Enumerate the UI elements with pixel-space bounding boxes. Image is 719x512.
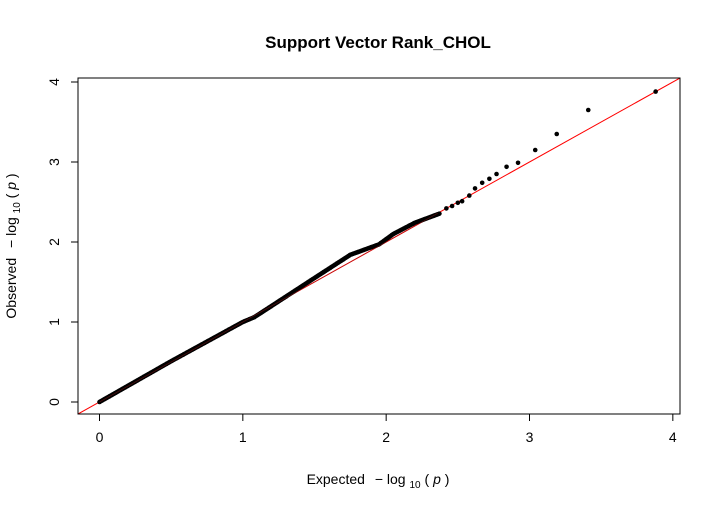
x-axis-label-prefix: Expected (307, 471, 365, 487)
data-point (554, 132, 559, 137)
data-point (450, 204, 455, 209)
data-point (487, 177, 492, 182)
y-axis-label-sub: 10 (12, 202, 23, 214)
x-tick-label: 4 (669, 429, 677, 445)
reference-line-overlay (100, 213, 438, 402)
x-axis-label-var: p (432, 471, 441, 487)
x-axis: 0 1 2 3 4 (96, 414, 677, 445)
data-point (460, 199, 465, 204)
x-axis-label-close: ) (445, 471, 450, 487)
x-axis-label-sub: 10 (409, 480, 421, 491)
data-point (494, 172, 499, 177)
data-point (437, 211, 442, 216)
x-axis-label: Expected − log 10 ( p ) (307, 471, 450, 491)
y-tick-label: 4 (46, 78, 62, 86)
y-axis-label-prefix: Observed (3, 258, 19, 319)
x-axis-label-minus: − (375, 471, 383, 487)
data-point (533, 148, 538, 153)
data-point (473, 186, 478, 191)
y-axis-label-close: ) (3, 173, 19, 178)
y-tick-label: 0 (46, 398, 62, 406)
y-axis-label: Observed − log 10 ( p ) (3, 173, 23, 318)
data-point (516, 161, 521, 166)
y-tick-label: 2 (46, 238, 62, 246)
chart-title: Support Vector Rank_CHOL (265, 33, 491, 52)
y-axis-label-open: ( (3, 193, 19, 198)
data-point (456, 201, 461, 206)
y-axis-label-minus: − (3, 240, 19, 248)
data-point (480, 181, 485, 186)
data-point (653, 89, 658, 94)
x-tick-label: 2 (382, 429, 390, 445)
data-point (586, 108, 591, 113)
x-tick-label: 3 (526, 429, 534, 445)
x-tick-label: 0 (96, 429, 104, 445)
y-axis-label-log: log (3, 217, 19, 236)
y-axis-label-var: p (3, 182, 19, 191)
data-point (467, 193, 472, 198)
y-axis: 0 1 2 3 4 (46, 78, 78, 406)
y-tick-label: 3 (46, 158, 62, 166)
x-axis-label-open: ( (425, 471, 430, 487)
data-point (504, 165, 509, 170)
x-axis-label-log: log (387, 471, 406, 487)
x-tick-label: 1 (239, 429, 247, 445)
data-points (97, 89, 658, 404)
y-tick-label: 1 (46, 318, 62, 326)
data-point (444, 206, 449, 211)
